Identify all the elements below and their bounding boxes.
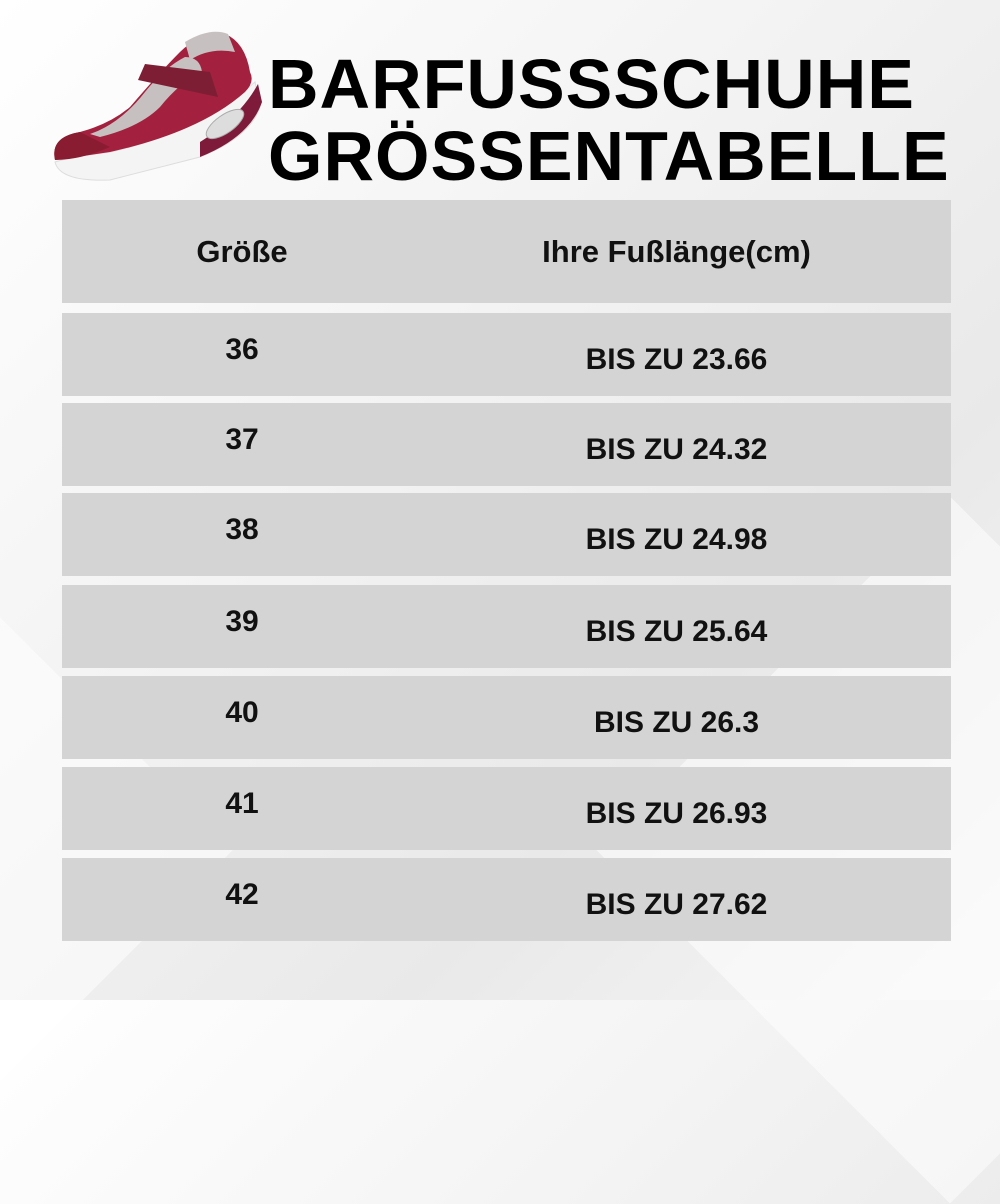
page-title: BARFUSSSCHUHE GRÖSSENTABELLE (268, 48, 950, 192)
length-cell: BIS ZU 26.3 (593, 705, 760, 739)
length-cell: BIS ZU 23.66 (585, 342, 768, 376)
length-cell: BIS ZU 24.98 (585, 522, 768, 556)
table-row: 38 BIS ZU 24.98 (62, 493, 951, 576)
size-cell: 39 (225, 604, 259, 638)
size-cell: 37 (225, 422, 259, 456)
size-cell: 40 (225, 695, 259, 729)
header-size: Größe (196, 233, 288, 269)
table-row: 40 BIS ZU 26.3 (62, 676, 951, 759)
size-cell: 41 (225, 786, 259, 820)
size-cell: 38 (225, 512, 259, 546)
title-line-2: GRÖSSENTABELLE (268, 117, 950, 195)
table-row: 42 BIS ZU 27.62 (62, 858, 951, 941)
length-cell: BIS ZU 24.32 (585, 432, 768, 466)
table-row: 39 BIS ZU 25.64 (62, 585, 951, 668)
length-cell: BIS ZU 27.62 (585, 887, 768, 921)
length-cell: BIS ZU 25.64 (585, 614, 768, 648)
table-row: 36 BIS ZU 23.66 (62, 313, 951, 396)
table-row: 41 BIS ZU 26.93 (62, 767, 951, 850)
size-cell: 36 (225, 332, 259, 366)
size-cell: 42 (225, 877, 259, 911)
table-row: 37 BIS ZU 24.32 (62, 403, 951, 486)
table-header: Größe Ihre Fußlänge(cm) (62, 200, 951, 303)
header-foot-length: Ihre Fußlänge(cm) (542, 233, 811, 269)
shoe-image (54, 31, 262, 181)
length-cell: BIS ZU 26.93 (585, 796, 768, 830)
title-line-1: BARFUSSSCHUHE (268, 45, 915, 123)
